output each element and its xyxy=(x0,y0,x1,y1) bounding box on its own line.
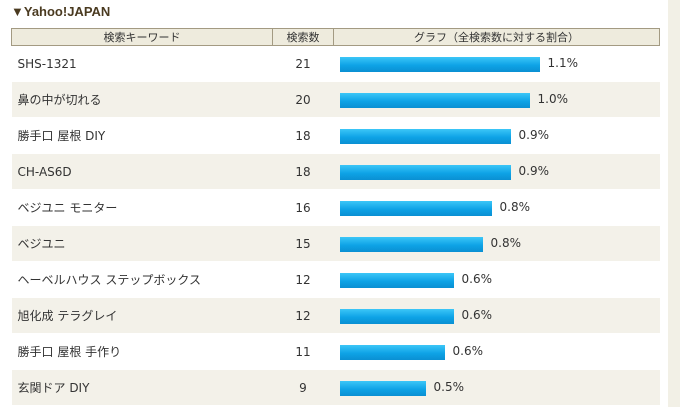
table-row: 勝手口 屋根 DIY 18 0.9% xyxy=(11,117,660,154)
keyword-table: 検索キーワード 検索数 グラフ（全検索数に対する割合） SHS-1321 21 1.… xyxy=(11,28,660,406)
share-percent-label: 0.9% xyxy=(518,164,550,178)
count-cell: 9 xyxy=(272,369,334,406)
header-count: 検索数 xyxy=(272,28,334,46)
share-percent-label: 1.0% xyxy=(537,92,569,106)
graph-cell: 0.8% xyxy=(333,189,660,226)
graph-cell: 0.6% xyxy=(333,333,660,370)
table-row: 勝手口 屋根 手作り 11 0.6% xyxy=(11,333,660,370)
share-bar xyxy=(339,201,492,216)
table-row: 旭化成 テラグレイ 12 0.6% xyxy=(11,297,660,334)
table-header-row: 検索キーワード 検索数 グラフ（全検索数に対する割合） xyxy=(11,28,660,46)
graph-cell: 0.5% xyxy=(333,369,660,406)
count-cell: 18 xyxy=(272,117,334,154)
keyword-cell: 旭化成 テラグレイ xyxy=(11,297,273,334)
share-percent-label: 0.8% xyxy=(490,236,522,250)
share-percent-label: 0.6% xyxy=(452,344,484,358)
share-percent-label: 0.6% xyxy=(461,272,493,286)
share-bar xyxy=(339,165,511,180)
table-row: ヘーベルハウス ステップボックス 12 0.6% xyxy=(11,261,660,298)
graph-cell: 0.6% xyxy=(333,261,660,298)
share-bar xyxy=(339,93,530,108)
keyword-cell: ヘーベルハウス ステップボックス xyxy=(11,261,273,298)
graph-cell: 1.0% xyxy=(333,81,660,118)
share-bar xyxy=(339,273,454,288)
graph-cell: 1.1% xyxy=(333,45,660,82)
keyword-cell: 鼻の中が切れる xyxy=(11,81,273,118)
graph-cell: 0.8% xyxy=(333,225,660,262)
count-cell: 16 xyxy=(272,189,334,226)
share-bar xyxy=(339,129,511,144)
keyword-cell: ベジユニ モニター xyxy=(11,189,273,226)
table-row: ベジユニ 15 0.8% xyxy=(11,225,660,262)
table-row: ベジユニ モニター 16 0.8% xyxy=(11,189,660,226)
table-row: 鼻の中が切れる 20 1.0% xyxy=(11,81,660,118)
table-row: 玄関ドア DIY 9 0.5% xyxy=(11,369,660,406)
keyword-cell: SHS-1321 xyxy=(11,45,273,82)
graph-cell: 0.6% xyxy=(333,297,660,334)
keyword-cell: ベジユニ xyxy=(11,225,273,262)
count-cell: 15 xyxy=(272,225,334,262)
share-bar xyxy=(339,237,483,252)
share-percent-label: 0.5% xyxy=(433,380,465,394)
keyword-cell: 勝手口 屋根 手作り xyxy=(11,333,273,370)
table-body: SHS-1321 21 1.1% 鼻の中が切れる 20 1.0% 勝手口 屋根 DIY 18 0… xyxy=(11,45,660,406)
header-graph: グラフ（全検索数に対する割合） xyxy=(333,28,660,46)
graph-cell: 0.9% xyxy=(333,117,660,154)
keyword-cell: CH-AS6D xyxy=(11,153,273,190)
graph-cell: 0.9% xyxy=(333,153,660,190)
share-bar xyxy=(339,57,540,72)
share-percent-label: 0.8% xyxy=(499,200,531,214)
count-cell: 18 xyxy=(272,153,334,190)
share-bar xyxy=(339,381,426,396)
share-percent-label: 1.1% xyxy=(547,56,579,70)
count-cell: 21 xyxy=(272,45,334,82)
table-row: SHS-1321 21 1.1% xyxy=(11,45,660,82)
header-keyword: 検索キーワード xyxy=(11,28,273,46)
keyword-cell: 勝手口 屋根 DIY xyxy=(11,117,273,154)
share-bar xyxy=(339,345,445,360)
keyword-cell: 玄関ドア DIY xyxy=(11,369,273,406)
table-row: CH-AS6D 18 0.9% xyxy=(11,153,660,190)
section-title: ▼Yahoo!JAPAN xyxy=(11,4,111,19)
share-bar xyxy=(339,309,454,324)
count-cell: 12 xyxy=(272,261,334,298)
count-cell: 11 xyxy=(272,333,334,370)
share-percent-label: 0.9% xyxy=(518,128,550,142)
count-cell: 20 xyxy=(272,81,334,118)
share-percent-label: 0.6% xyxy=(461,308,493,322)
page-margin xyxy=(668,0,680,407)
count-cell: 12 xyxy=(272,297,334,334)
